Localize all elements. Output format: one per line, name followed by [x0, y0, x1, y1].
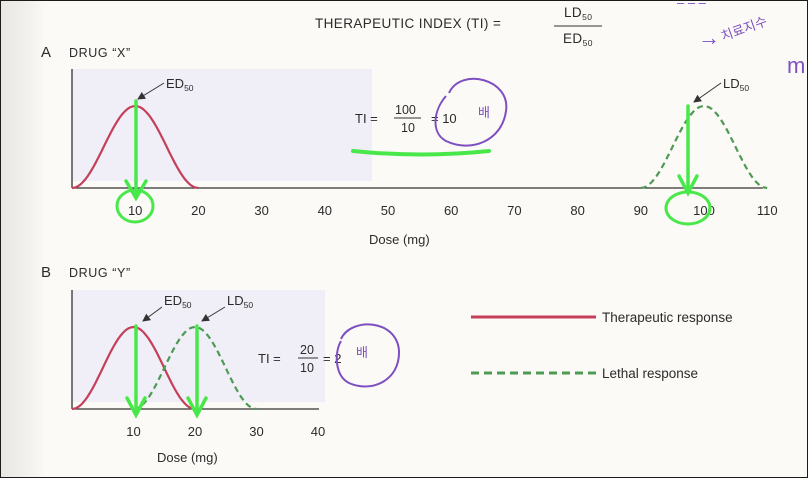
- margin-notes: – – – → 치료지수 m: [677, 1, 805, 78]
- panel-a-x-tick-label: 50: [381, 203, 395, 218]
- panel-a-shaded-region: [72, 69, 372, 181]
- green-arrow-ld50-b: [186, 324, 208, 419]
- panel-a-ti-denominator: 10: [401, 121, 415, 135]
- panel-a-lethal-curve: [640, 104, 768, 190]
- panel-a-ti-handwritten-unit: 배: [478, 105, 490, 120]
- legend-therapeutic-label: Therapeutic response: [602, 310, 733, 325]
- green-underline-ti: [351, 149, 491, 157]
- panel-a-ti-prefix: TI =: [355, 111, 378, 126]
- panel-a-ed50-pointer: [137, 82, 165, 100]
- green-arrow-ed50-b: [125, 324, 147, 419]
- panel-a-ed50-label: ED50: [166, 76, 194, 93]
- panel-b-x-tick-label: 10: [126, 424, 140, 439]
- purple-circle-marks: [335, 77, 508, 388]
- panel-a-title: DRUG “X”: [69, 46, 131, 60]
- panel-a-x-tick-label: 40: [318, 203, 332, 218]
- panel-a-x-tick-label: 30: [254, 203, 268, 218]
- panel-a-x-tick-label: 10: [128, 203, 142, 218]
- panel-b-x-tick-label: 20: [188, 424, 202, 439]
- green-arrow-ed50-a: [124, 99, 148, 202]
- panel-b-therapeutic-curve: [71, 325, 196, 411]
- panel-b-x-tick-label: 30: [249, 424, 263, 439]
- panel-a-ld50-label: LD50: [723, 76, 749, 93]
- panel-a-drug-x: A DRUG “X” 10 20 30 40 50 60 70 80 90 100 110 Dose…: [41, 44, 778, 247]
- purple-circle-ti-b: [335, 323, 401, 388]
- panel-a-ld50-pointer: [693, 82, 722, 103]
- ti-formula-header: THERAPEUTIC INDEX (TI) = LD50 ED50: [315, 5, 602, 48]
- panel-a-ti-numerator: 100: [395, 103, 416, 117]
- panel-b-ti-handwritten-unit: 배: [356, 345, 368, 360]
- green-arrow-ld50-a: [677, 104, 699, 197]
- formula-numerator: LD50: [564, 5, 592, 22]
- panel-a-x-tick-label: 20: [191, 203, 205, 218]
- panel-a-letter: A: [41, 44, 51, 61]
- panel-b-ed50-label: ED50: [164, 293, 192, 310]
- panel-a-x-ticks: 10 20 30 40 50 60 70 80 90 100 110: [128, 203, 778, 218]
- panel-b-x-axis-title: Dose (mg): [157, 450, 218, 465]
- margin-note-dash: – – –: [677, 1, 707, 10]
- panel-a-x-axis-title: Dose (mg): [369, 232, 430, 247]
- purple-circle-ti-a: [434, 77, 508, 147]
- margin-note-m: m: [787, 53, 805, 78]
- panel-b-ed50-pointer: [142, 306, 163, 322]
- green-highlight-marks: [115, 99, 712, 419]
- panel-b-lethal-curve: [133, 325, 257, 411]
- panel-b-ld50-pointer: [201, 306, 226, 322]
- handwritten-annotations: [115, 77, 712, 419]
- panel-b-x-ticks: 10 20 30 40: [126, 424, 325, 439]
- panel-a-x-tick-label: 80: [570, 203, 584, 218]
- panel-a-x-tick-label: 90: [634, 203, 648, 218]
- panel-a-x-tick-label: 100: [693, 203, 715, 218]
- panel-a-x-tick-label: 70: [507, 203, 521, 218]
- panel-b-ti-denominator: 10: [300, 361, 314, 375]
- panel-b-ti-calc: TI = 20 10 = 2 배: [258, 343, 368, 375]
- panel-a-x-tick-label: 110: [757, 203, 778, 218]
- panel-b-ld50-label: LD50: [227, 293, 253, 310]
- panel-b-drug-y: B DRUG “Y” 10 20 30 40 Dose (mg) ED50 LD50 …: [41, 264, 368, 465]
- margin-note-arrow: →: [698, 25, 720, 50]
- panel-b-x-tick-label: 40: [311, 424, 325, 439]
- panel-a-x-tick-label: 60: [444, 203, 458, 218]
- panel-b-title: DRUG “Y”: [69, 266, 131, 280]
- panel-b-ti-prefix: TI =: [258, 351, 281, 366]
- legend: Therapeutic response Lethal response: [471, 310, 733, 381]
- legend-lethal-label: Lethal response: [602, 366, 698, 381]
- panel-a-ti-calc: TI = 100 10 = 10 배: [355, 103, 490, 135]
- formula-lhs: THERAPEUTIC INDEX (TI) =: [315, 16, 501, 31]
- formula-denominator: ED50: [563, 31, 593, 48]
- panel-b-ti-result: = 2: [323, 351, 341, 366]
- panel-a-ti-result: = 10: [431, 111, 457, 126]
- panel-b-ti-numerator: 20: [300, 343, 314, 357]
- margin-note-korean: 치료지수: [719, 13, 769, 43]
- panel-b-letter: B: [41, 264, 51, 281]
